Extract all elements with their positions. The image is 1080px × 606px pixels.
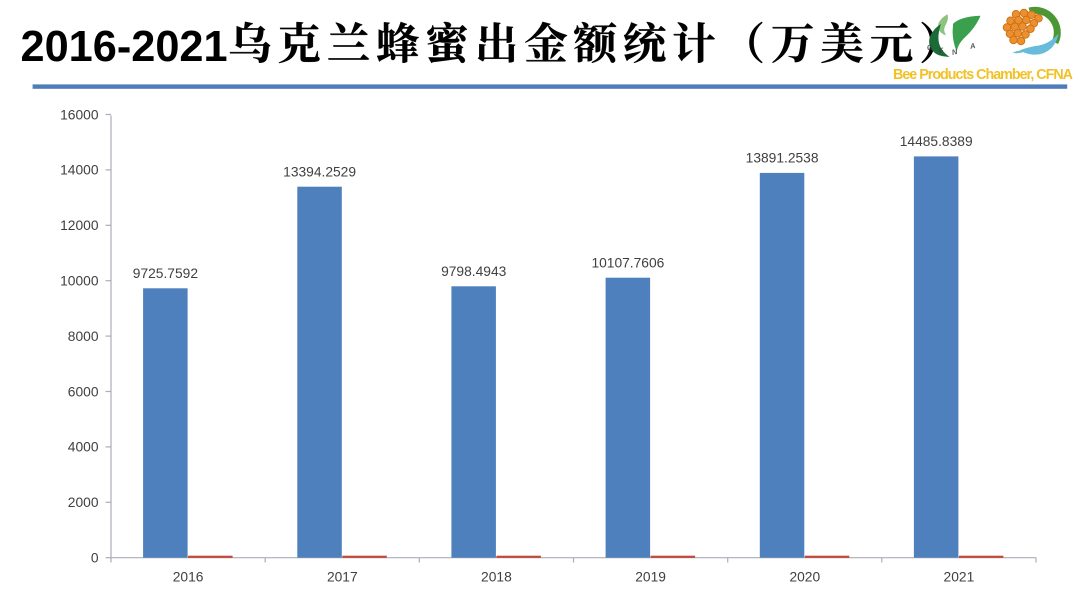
svg-text:F: F: [938, 46, 945, 56]
svg-text:2017: 2017: [327, 569, 358, 584]
svg-text:2016: 2016: [173, 569, 204, 584]
svg-text:8000: 8000: [68, 329, 99, 344]
svg-text:2000: 2000: [68, 495, 99, 510]
svg-text:16000: 16000: [60, 107, 99, 122]
svg-text:4000: 4000: [68, 440, 99, 455]
svg-text:2018: 2018: [481, 569, 512, 584]
svg-text:Bee Products Chamber, CFNA: Bee Products Chamber, CFNA: [893, 67, 1073, 83]
svg-text:14000: 14000: [60, 163, 99, 178]
svg-text:12000: 12000: [60, 218, 99, 233]
svg-text:10107.7606: 10107.7606: [591, 256, 664, 271]
svg-text:9798.4943: 9798.4943: [441, 264, 507, 279]
svg-text:N: N: [951, 47, 959, 57]
svg-text:6000: 6000: [68, 384, 99, 399]
svg-text:2021: 2021: [944, 569, 975, 584]
svg-text:2020: 2020: [789, 569, 820, 584]
svg-text:C: C: [926, 42, 934, 52]
svg-text:14485.8389: 14485.8389: [900, 134, 973, 149]
svg-text:A: A: [968, 41, 976, 51]
svg-text:2019: 2019: [635, 569, 666, 584]
svg-text:9725.7592: 9725.7592: [133, 266, 198, 281]
svg-text:13394.2529: 13394.2529: [283, 165, 356, 180]
svg-text:13891.2538: 13891.2538: [746, 151, 819, 166]
svg-text:2016-2021: 2016-2021: [21, 23, 228, 71]
svg-text:0: 0: [91, 551, 99, 566]
svg-text:10000: 10000: [60, 274, 99, 289]
